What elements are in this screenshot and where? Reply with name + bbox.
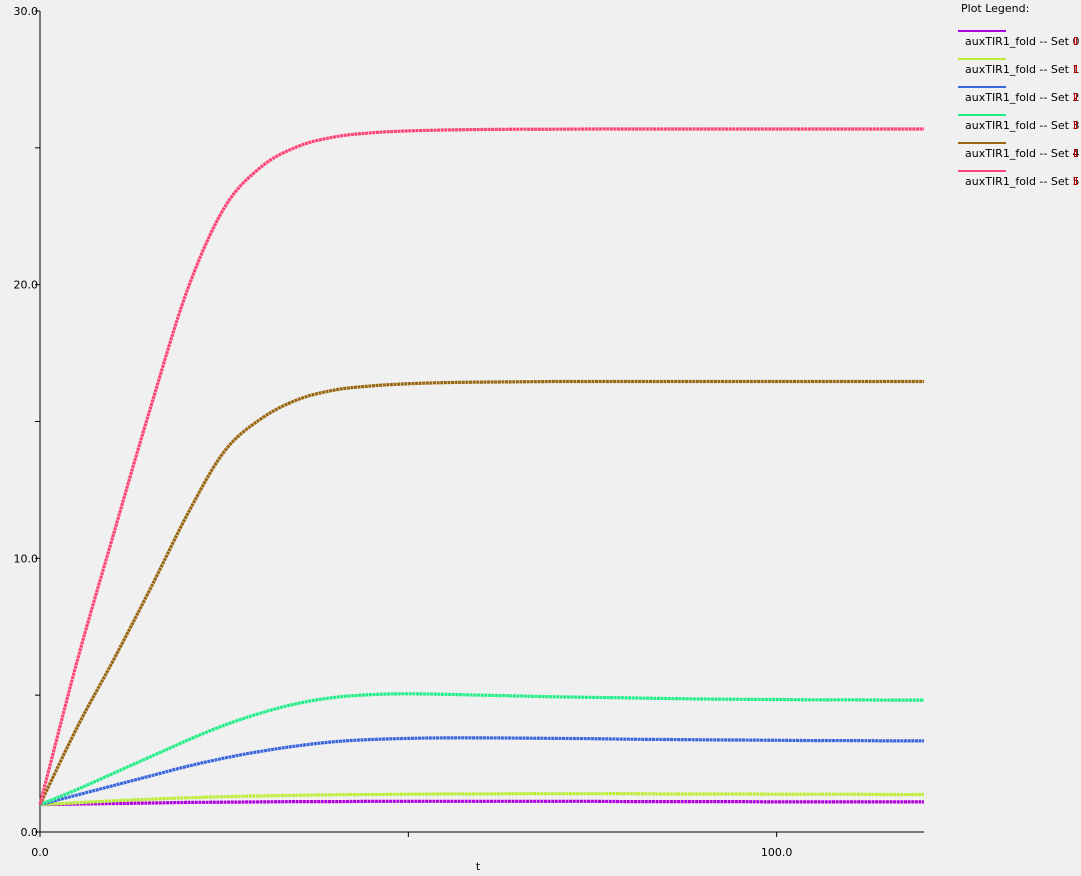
series-layer [38,127,925,807]
legend-item-set-4[interactable]: auxTIR1_fold -- Set 4 [958,142,1080,170]
legend-checkbox-icon[interactable] [1074,149,1077,157]
legend-checkbox-icon[interactable] [1074,121,1077,129]
legend-label: auxTIR1_fold -- Set 0 [965,35,1080,48]
axes: 0.0 10.0 20.0 30.0 0.0 100.0 [14,5,924,859]
y-tick-label: 30.0 [14,5,39,18]
legend-label: auxTIR1_fold -- Set 5 [965,175,1080,188]
series-line-set-2 [39,736,924,807]
series-line-set-4 [38,379,924,806]
x-tick-label: 100.0 [761,846,793,859]
legend-swatch [958,30,1006,32]
x-tick-label: 0.0 [31,846,49,859]
legend-item-set-0[interactable]: auxTIR1_fold -- Set 0 [958,30,1080,58]
series-line-set-3 [39,692,924,807]
legend-label: auxTIR1_fold -- Set 4 [965,147,1080,160]
series-line-set-0 [39,799,924,807]
legend-swatch [958,86,1006,88]
plot-legend: Plot Legend: auxTIR1_fold -- Set 0 auxTIR… [958,2,1080,198]
legend-swatch [958,114,1006,116]
legend-items: auxTIR1_fold -- Set 0 auxTIR1_fold -- Set… [958,30,1080,198]
legend-checkbox-icon[interactable] [1074,93,1077,101]
series-line-set-5 [38,127,924,805]
series-line-set-1 [39,792,925,807]
legend-item-set-5[interactable]: auxTIR1_fold -- Set 5 [958,170,1080,198]
legend-checkbox-icon[interactable] [1074,65,1077,73]
y-tick-label: 10.0 [14,552,39,565]
legend-swatch [958,170,1006,172]
y-tick-label: 20.0 [14,279,39,292]
legend-checkbox-icon[interactable] [1074,177,1077,185]
legend-item-set-1[interactable]: auxTIR1_fold -- Set 1 [958,58,1080,86]
legend-label: auxTIR1_fold -- Set 1 [965,63,1080,76]
x-axis-label: t [476,860,481,873]
legend-label: auxTIR1_fold -- Set 3 [965,119,1080,132]
y-tick-label: 0.0 [21,826,39,839]
legend-swatch [958,58,1006,60]
plot-area: 0.0 10.0 20.0 30.0 0.0 100.0 t [14,5,925,873]
legend-item-set-2[interactable]: auxTIR1_fold -- Set 2 [958,86,1080,114]
legend-title: Plot Legend: [961,2,1030,15]
legend-label: auxTIR1_fold -- Set 2 [965,91,1080,104]
legend-checkbox-icon[interactable] [1074,37,1077,45]
legend-item-set-3[interactable]: auxTIR1_fold -- Set 3 [958,114,1080,142]
legend-swatch [958,142,1006,144]
